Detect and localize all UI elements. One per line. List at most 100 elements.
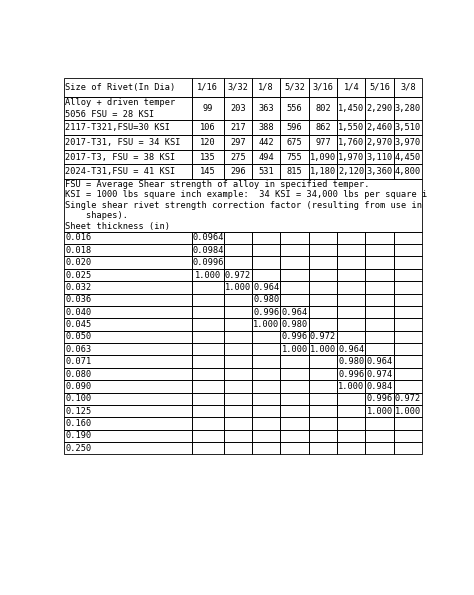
- Bar: [337, 343, 365, 355]
- Bar: [337, 269, 365, 281]
- Text: 0.996: 0.996: [282, 333, 308, 342]
- Bar: [192, 79, 224, 96]
- Bar: [337, 164, 365, 179]
- Bar: [252, 293, 281, 306]
- Text: 0.018: 0.018: [65, 246, 91, 255]
- Bar: [309, 417, 337, 430]
- Text: 0.100: 0.100: [65, 394, 91, 403]
- Bar: [252, 135, 281, 150]
- Text: 0.996: 0.996: [338, 369, 365, 378]
- Bar: [281, 150, 309, 164]
- Bar: [394, 331, 422, 343]
- Bar: [252, 442, 281, 455]
- Bar: [337, 306, 365, 318]
- Bar: [281, 417, 309, 430]
- Bar: [394, 293, 422, 306]
- Bar: [192, 331, 224, 343]
- Text: 3,280: 3,280: [395, 104, 421, 113]
- Bar: [252, 164, 281, 179]
- Bar: [365, 135, 394, 150]
- Bar: [309, 120, 337, 135]
- Bar: [394, 343, 422, 355]
- Text: 0.964: 0.964: [282, 308, 308, 317]
- Bar: [337, 331, 365, 343]
- Bar: [64, 120, 192, 135]
- Bar: [252, 430, 281, 442]
- Bar: [192, 150, 224, 164]
- Bar: [337, 120, 365, 135]
- Text: 0.996: 0.996: [366, 394, 393, 403]
- Bar: [309, 269, 337, 281]
- Text: 0.063: 0.063: [65, 345, 91, 354]
- Text: 106: 106: [200, 123, 216, 132]
- Bar: [192, 244, 224, 256]
- Bar: [252, 417, 281, 430]
- Bar: [309, 430, 337, 442]
- Bar: [281, 79, 309, 96]
- Text: 442: 442: [258, 138, 274, 147]
- Text: 388: 388: [258, 123, 274, 132]
- Bar: [365, 430, 394, 442]
- Bar: [252, 380, 281, 393]
- Text: 2117-T321,FSU=30 KSI: 2117-T321,FSU=30 KSI: [65, 123, 170, 132]
- Bar: [337, 79, 365, 96]
- Bar: [252, 281, 281, 293]
- Bar: [252, 393, 281, 405]
- Text: 3,110: 3,110: [366, 152, 393, 162]
- Bar: [394, 393, 422, 405]
- Bar: [64, 256, 192, 269]
- Bar: [224, 393, 252, 405]
- Bar: [281, 306, 309, 318]
- Bar: [394, 430, 422, 442]
- Bar: [337, 318, 365, 331]
- Text: 2,970: 2,970: [366, 138, 393, 147]
- Bar: [64, 405, 192, 417]
- Text: 0.972: 0.972: [225, 271, 251, 280]
- Bar: [64, 232, 192, 244]
- Bar: [224, 430, 252, 442]
- Text: 0.045: 0.045: [65, 320, 91, 329]
- Bar: [192, 281, 224, 293]
- Text: 755: 755: [287, 152, 302, 162]
- Bar: [224, 244, 252, 256]
- Text: 363: 363: [258, 104, 274, 113]
- Bar: [365, 120, 394, 135]
- Bar: [192, 430, 224, 442]
- Text: 0.125: 0.125: [65, 406, 91, 416]
- Bar: [192, 96, 224, 120]
- Bar: [337, 244, 365, 256]
- Bar: [224, 417, 252, 430]
- Text: 3,970: 3,970: [395, 138, 421, 147]
- Bar: [337, 442, 365, 455]
- Text: 815: 815: [287, 167, 302, 176]
- Bar: [224, 380, 252, 393]
- Bar: [365, 281, 394, 293]
- Text: 0.250: 0.250: [65, 444, 91, 453]
- Bar: [394, 96, 422, 120]
- Bar: [309, 393, 337, 405]
- Text: 0.0984: 0.0984: [192, 246, 224, 255]
- Bar: [252, 120, 281, 135]
- Bar: [252, 318, 281, 331]
- Text: 1,450: 1,450: [338, 104, 365, 113]
- Bar: [281, 164, 309, 179]
- Text: 0.980: 0.980: [338, 357, 365, 366]
- Bar: [394, 135, 422, 150]
- Bar: [337, 393, 365, 405]
- Text: 0.071: 0.071: [65, 357, 91, 366]
- Text: 0.964: 0.964: [338, 345, 365, 354]
- Bar: [64, 417, 192, 430]
- Text: 0.090: 0.090: [65, 382, 91, 391]
- Bar: [281, 343, 309, 355]
- Text: 0.980: 0.980: [253, 295, 279, 304]
- Bar: [64, 293, 192, 306]
- Bar: [192, 269, 224, 281]
- Bar: [394, 244, 422, 256]
- Text: 0.974: 0.974: [366, 369, 393, 378]
- Text: 135: 135: [200, 152, 216, 162]
- Text: 0.996: 0.996: [253, 308, 279, 317]
- Bar: [64, 269, 192, 281]
- Bar: [337, 355, 365, 368]
- Text: Sheet thickness (in): Sheet thickness (in): [65, 222, 170, 231]
- Text: 862: 862: [315, 123, 331, 132]
